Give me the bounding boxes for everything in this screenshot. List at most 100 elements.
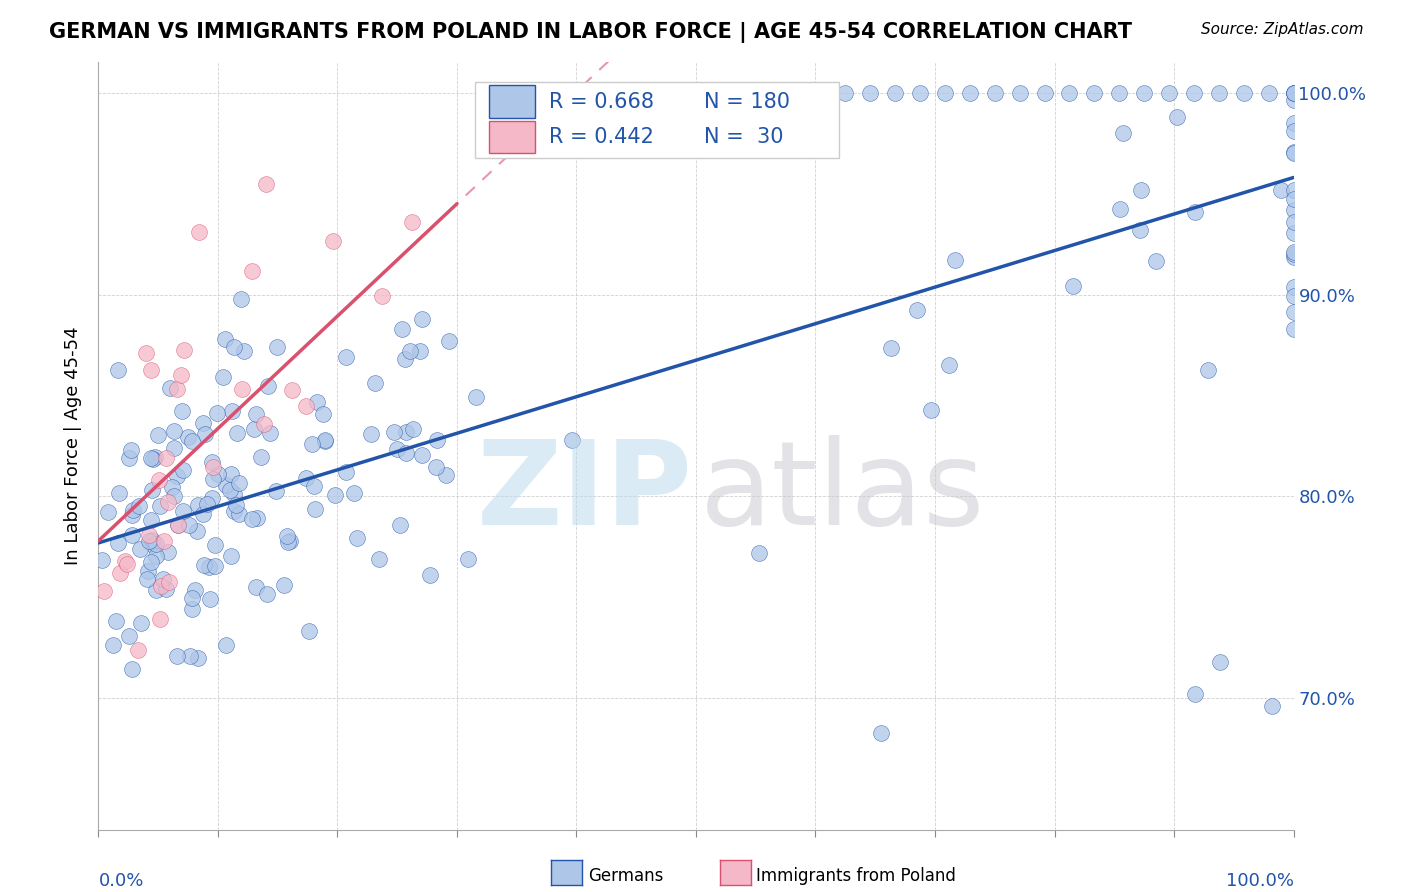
Point <box>561 434 583 448</box>
Point <box>173 343 195 358</box>
Point <box>195 497 218 511</box>
Point <box>122 503 145 517</box>
Point <box>201 460 224 475</box>
Point <box>1184 205 1206 219</box>
Point <box>214 332 236 346</box>
Point <box>1209 655 1232 669</box>
Point <box>121 508 143 522</box>
Point <box>426 433 449 447</box>
Point <box>232 344 254 359</box>
Point <box>172 463 194 477</box>
Text: Source: ZipAtlas.com: Source: ZipAtlas.com <box>1201 22 1364 37</box>
Point <box>685 86 707 100</box>
Point <box>117 557 139 571</box>
Point <box>273 577 295 591</box>
Point <box>1166 110 1188 124</box>
Point <box>439 334 461 349</box>
Point <box>1282 145 1305 159</box>
Point <box>194 427 217 442</box>
Point <box>384 425 406 439</box>
Point <box>180 434 202 449</box>
Point <box>1282 192 1305 206</box>
Point <box>276 529 298 543</box>
Point <box>920 403 942 417</box>
Point <box>170 368 193 382</box>
Point <box>1282 116 1305 130</box>
Point <box>434 468 457 483</box>
Point <box>1282 145 1305 160</box>
Point <box>222 340 245 354</box>
Point <box>395 446 418 460</box>
Point <box>93 583 115 598</box>
Point <box>141 533 163 548</box>
Point <box>138 527 160 541</box>
Point <box>129 616 152 631</box>
Point <box>207 467 229 481</box>
Point <box>166 518 188 533</box>
Point <box>1282 247 1305 261</box>
Point <box>343 485 366 500</box>
Point <box>785 86 807 100</box>
Point <box>1008 86 1031 100</box>
Point <box>128 499 150 513</box>
Point <box>149 499 172 513</box>
Point <box>402 422 425 436</box>
Point <box>186 498 208 512</box>
Point <box>360 426 382 441</box>
Point <box>228 476 250 491</box>
Point <box>245 580 267 594</box>
Point <box>1182 86 1205 100</box>
Point <box>149 612 172 626</box>
Point <box>1208 86 1230 100</box>
Point <box>870 725 893 739</box>
Point <box>198 559 221 574</box>
Point <box>160 480 183 494</box>
Point <box>385 442 408 457</box>
Point <box>246 511 269 525</box>
Point <box>1282 304 1305 318</box>
Point <box>148 473 170 487</box>
Point <box>256 587 278 601</box>
Point <box>346 531 368 545</box>
Point <box>226 426 249 441</box>
Point <box>243 422 266 436</box>
Point <box>1108 86 1130 100</box>
Point <box>204 538 226 552</box>
Point <box>1059 86 1081 100</box>
Point <box>1083 86 1105 100</box>
Point <box>834 86 856 100</box>
Point <box>163 442 186 456</box>
Point <box>1146 253 1168 268</box>
Point <box>938 358 960 372</box>
Point <box>212 370 235 384</box>
Text: N = 180: N = 180 <box>704 92 790 112</box>
Point <box>177 518 200 533</box>
Point <box>101 638 124 652</box>
Point <box>107 363 129 377</box>
Point <box>710 86 733 100</box>
Point <box>139 555 162 569</box>
Point <box>1109 202 1132 217</box>
Point <box>181 602 204 616</box>
Point <box>1282 202 1305 217</box>
Point <box>127 643 149 657</box>
Point <box>141 483 163 497</box>
Point <box>166 382 188 396</box>
Point <box>259 425 281 440</box>
Point <box>121 527 143 541</box>
Point <box>225 498 247 512</box>
Point <box>859 86 882 100</box>
Point <box>177 430 200 444</box>
Point <box>409 343 432 358</box>
Point <box>984 86 1007 100</box>
Point <box>311 407 333 421</box>
Point <box>163 489 186 503</box>
Point <box>224 504 246 518</box>
Point <box>138 534 160 549</box>
Point <box>759 86 782 100</box>
Point <box>107 536 129 550</box>
Point <box>1282 86 1305 100</box>
Text: Germans: Germans <box>588 867 664 885</box>
Point <box>364 376 387 390</box>
Point <box>108 486 131 500</box>
